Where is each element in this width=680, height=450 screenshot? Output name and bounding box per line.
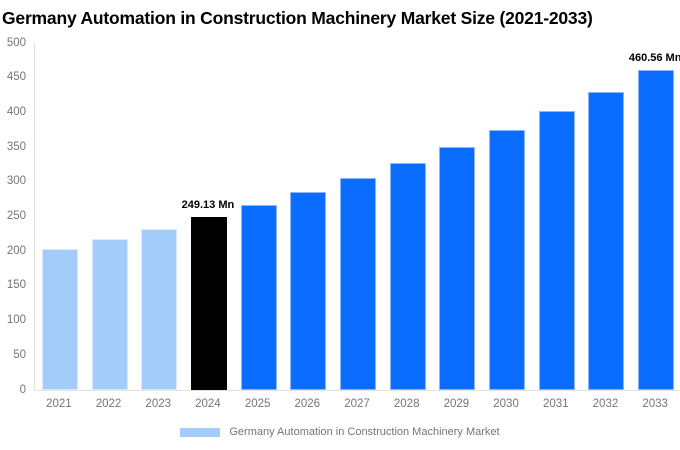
bar-2026[interactable] bbox=[290, 191, 327, 390]
bar-2027[interactable] bbox=[340, 177, 376, 390]
bar-2029[interactable] bbox=[439, 146, 476, 390]
x-axis-label-2022: 2022 bbox=[95, 398, 122, 410]
y-tick-label: 200 bbox=[6, 244, 26, 257]
x-axis: 2021 2022 2023 2024 2025 2026 2027 2028 2029 2030… bbox=[34, 397, 680, 413]
x-axis-label-2029: 2029 bbox=[443, 398, 470, 410]
chart-title: Germany Automation in Construction Machi… bbox=[2, 8, 593, 28]
y-tick-label: 100 bbox=[6, 314, 26, 327]
y-tick-label: 150 bbox=[6, 279, 26, 292]
bar-2022[interactable] bbox=[91, 239, 128, 390]
y-tick-label: 250 bbox=[6, 210, 26, 222]
x-axis-label-2032: 2032 bbox=[592, 398, 619, 410]
x-axis-label-2026: 2026 bbox=[294, 398, 321, 410]
bar-2030[interactable] bbox=[489, 129, 526, 390]
bar-2031[interactable] bbox=[538, 111, 575, 390]
y-tick-label: 400 bbox=[6, 105, 26, 118]
x-axis-label-2023: 2023 bbox=[145, 398, 172, 410]
x-axis-label-2033: 2033 bbox=[642, 398, 668, 410]
y-axis: 0 50 100 150 200 250 300 350 400 450 500 bbox=[0, 0, 26, 450]
bar-2033[interactable] bbox=[638, 70, 675, 390]
legend[interactable]: Germany Automation in Construction Machi… bbox=[0, 425, 680, 440]
bar-2032[interactable] bbox=[588, 91, 625, 390]
data-label-2024: 249.13 Mn bbox=[181, 199, 235, 212]
x-axis-label-2024: 2024 bbox=[195, 398, 221, 410]
bar-2028[interactable] bbox=[389, 162, 426, 390]
y-tick-label: 0 bbox=[19, 383, 26, 396]
plot-area bbox=[34, 43, 680, 391]
y-tick-label: 450 bbox=[6, 71, 26, 84]
y-tick-label: 350 bbox=[6, 140, 26, 153]
x-axis-label-2030: 2030 bbox=[493, 398, 519, 410]
y-tick-label: 300 bbox=[6, 175, 26, 188]
data-label-2033: 460.56 Mn bbox=[628, 52, 680, 65]
bar-2023[interactable] bbox=[141, 228, 178, 390]
x-axis-label-2025: 2025 bbox=[244, 398, 271, 410]
y-tick-label: 500 bbox=[6, 36, 26, 49]
x-axis-label-2027: 2027 bbox=[344, 398, 370, 410]
bar-2021[interactable] bbox=[41, 249, 78, 390]
x-axis-label-2031: 2031 bbox=[542, 398, 569, 410]
bar-2025[interactable] bbox=[240, 204, 277, 390]
legend-swatch-icon bbox=[180, 428, 221, 437]
y-tick-label: 50 bbox=[13, 348, 26, 361]
x-axis-label-2021: 2021 bbox=[46, 398, 72, 410]
x-axis-label-2028: 2028 bbox=[393, 398, 420, 410]
bar-2024[interactable] bbox=[190, 217, 227, 390]
legend-label: Germany Automation in Construction Machi… bbox=[229, 426, 500, 438]
